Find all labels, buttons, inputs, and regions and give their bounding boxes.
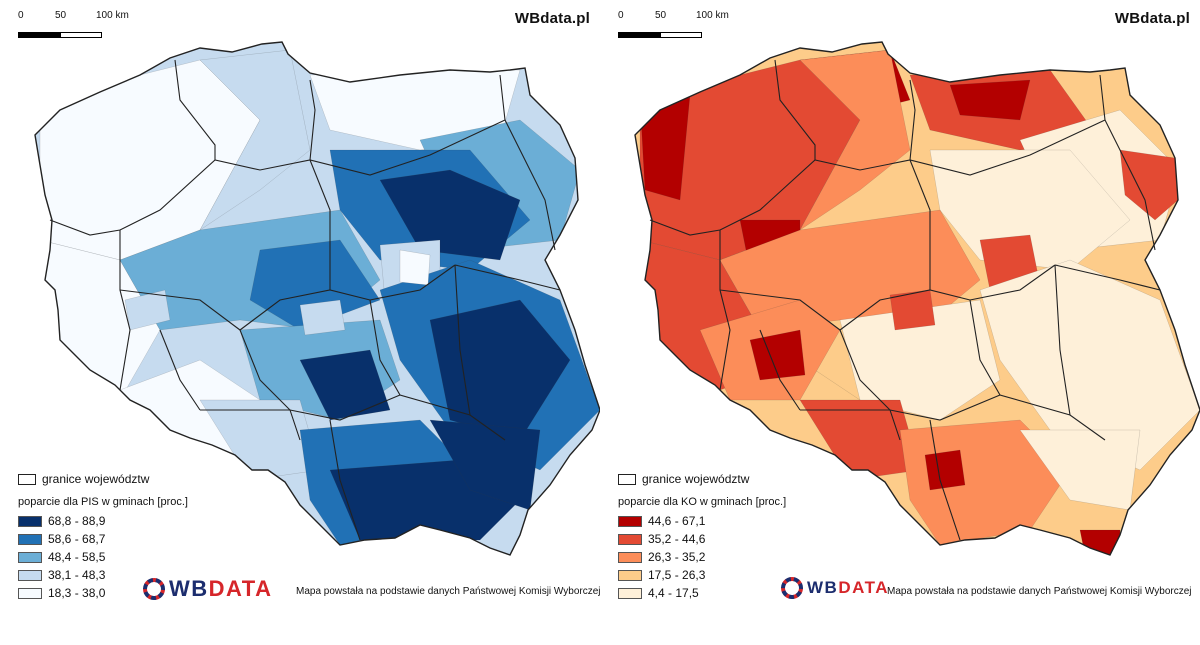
legend-item: 4,4 - 17,5	[618, 584, 918, 602]
border-swatch	[18, 473, 36, 485]
source-note: Mapa powstała na podstawie danych Państw…	[296, 586, 601, 597]
legend-border-entry: granice województw	[618, 470, 918, 488]
logo-wordmark: WBDATA	[807, 578, 889, 598]
legend-label: 17,5 - 26,3	[648, 568, 706, 582]
legend-swatch	[18, 587, 42, 599]
scale-label-50: 50	[55, 10, 67, 21]
wbdata-logo: WBDATA	[142, 576, 273, 602]
scale-label-100: 100 km	[696, 10, 729, 21]
legend-swatch	[18, 551, 42, 563]
border-swatch	[618, 473, 636, 485]
choropleth-map-ko	[634, 41, 1200, 556]
scale-bar: 0 50 100 km	[618, 10, 729, 40]
legend-item: 44,6 - 67,1	[618, 512, 918, 530]
legend-border-label: granice województw	[642, 472, 750, 486]
wbdata-logo: WBDATA	[780, 576, 889, 600]
logo-wb: WB	[169, 576, 209, 601]
legend-border-entry: granice województw	[18, 470, 318, 488]
source-note: Mapa powstała na podstawie danych Państw…	[887, 586, 1192, 597]
legend-swatch	[618, 569, 642, 581]
legend-label: 48,4 - 58,5	[48, 550, 106, 564]
legend-label: 58,6 - 68,7	[48, 532, 106, 546]
brand-watermark: WBdata.pl	[1114, 10, 1190, 27]
legend-swatch	[618, 587, 642, 599]
logo-data: DATA	[838, 578, 890, 597]
scale-bar-graphic	[18, 32, 102, 38]
scale-bar: 0 50 100 km	[18, 10, 129, 40]
legend-swatch	[18, 569, 42, 581]
legend-pis: granice województw poparcie dla PIS w gm…	[18, 470, 318, 602]
legend-item: 68,8 - 88,9	[18, 512, 318, 530]
legend-label: 18,3 - 38,0	[48, 586, 106, 600]
scale-label-0: 0	[18, 10, 24, 21]
map-panel-ko: 0 50 100 km WBdata.pl	[600, 0, 1200, 645]
legend-item: 35,2 - 44,6	[618, 530, 918, 548]
legend-item: 18,3 - 38,0	[18, 584, 318, 602]
legend-label: 68,8 - 88,9	[48, 514, 106, 528]
logo-ring-icon	[781, 577, 803, 599]
brand-watermark: WBdata.pl	[514, 10, 590, 27]
legend-label: 4,4 - 17,5	[648, 586, 699, 600]
logo-data: DATA	[208, 576, 273, 601]
logo-wordmark: WBDATA	[169, 576, 273, 602]
legend-label: 35,2 - 44,6	[648, 532, 706, 546]
choropleth-map-pis	[34, 41, 600, 556]
legend-label: 26,3 - 35,2	[648, 550, 706, 564]
logo-ring-icon	[143, 578, 165, 600]
legend-swatch	[18, 515, 42, 527]
legend-title: poparcie dla KO w gminach [proc.]	[618, 496, 787, 508]
legend-ko: granice województw poparcie dla KO w gmi…	[618, 470, 918, 602]
legend-swatch	[618, 533, 642, 545]
map-panel-pis: 0 50 100 km WBdata.pl	[18, 10, 601, 602]
legend-label: 44,6 - 67,1	[648, 514, 706, 528]
legend-swatch	[618, 515, 642, 527]
logo-wb: WB	[807, 578, 839, 597]
legend-title: poparcie dla PIS w gminach [proc.]	[18, 496, 188, 508]
legend-item: 26,3 - 35,2	[618, 548, 918, 566]
legend-swatch	[618, 551, 642, 563]
legend-swatch	[18, 533, 42, 545]
legend-item: 48,4 - 58,5	[18, 548, 318, 566]
scale-label-0: 0	[618, 10, 624, 21]
legend-item: 38,1 - 48,3	[18, 566, 318, 584]
legend-label: 38,1 - 48,3	[48, 568, 106, 582]
legend-item: 17,5 - 26,3	[618, 566, 918, 584]
scale-label-50: 50	[655, 10, 667, 21]
scale-bar-graphic	[618, 32, 702, 38]
legend-border-label: granice województw	[42, 472, 150, 486]
legend-item: 58,6 - 68,7	[18, 530, 318, 548]
scale-label-100: 100 km	[96, 10, 129, 21]
